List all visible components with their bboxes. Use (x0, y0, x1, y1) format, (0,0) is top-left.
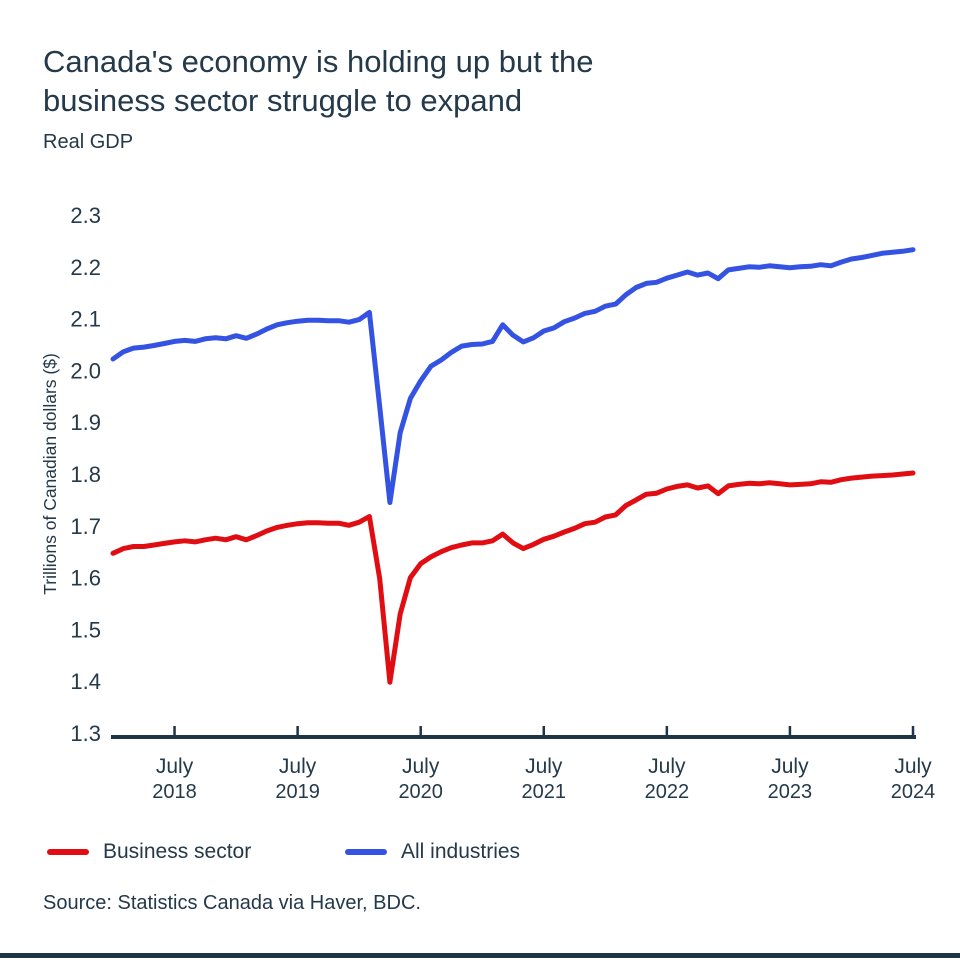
all-industries-line (110, 247, 916, 505)
y-axis-tick-label: 2.2 (70, 255, 101, 280)
business-sector-line (110, 470, 916, 685)
x-axis-month-label: July (771, 755, 809, 778)
x-axis-year-label: 2023 (768, 781, 813, 803)
page-title-line1: Canada's economy is holding up but the (43, 44, 594, 79)
y-axis-tick-label: 1.4 (70, 669, 101, 694)
x-axis-year-label: 2021 (522, 781, 567, 803)
y-axis-title: Trillions of Canadian dollars ($) (40, 353, 60, 595)
gdp-line-chart: 2.3 2.2 2.1 2.0 1.9 1.8 1.7 1.6 1.5 1.4 1.3 Trillio… (40, 203, 936, 803)
y-axis-tick-label: 1.6 (70, 566, 101, 591)
x-axis-year-label: 2018 (152, 781, 197, 803)
y-axis-tick-label: 2.0 (70, 358, 101, 383)
x-axis-year-label: 2024 (891, 781, 936, 803)
legend-item-all-industries: All industries (345, 838, 520, 866)
x-axis-month-label: July (402, 755, 440, 778)
x-axis-month-label: July (156, 755, 194, 778)
x-axis-month-label: July (279, 755, 317, 778)
page-title-line2: business sector struggle to expand (43, 83, 523, 118)
legend-item-business-sector: Business sector (47, 838, 251, 866)
x-axis-year-label: 2022 (645, 781, 690, 803)
y-axis-tick-label: 2.1 (70, 307, 101, 332)
business-sector-legend-label: Business sector (103, 840, 252, 863)
x-axis-year-label: 2019 (275, 781, 320, 803)
business-sector-legend-swatch (47, 849, 89, 855)
x-axis-month-label: July (525, 755, 563, 778)
x-axis-month-label: July (648, 755, 686, 778)
x-axis-month-label: July (894, 755, 932, 778)
footer-bar (0, 953, 960, 958)
x-axis-year-label: 2020 (398, 781, 443, 803)
y-axis-tick-label: 1.7 (70, 514, 101, 539)
y-axis-tick-label: 1.5 (70, 617, 101, 642)
page-title: Canada's economy is holding up but the bu… (43, 42, 594, 120)
chart-subtitle: Real GDP (43, 131, 134, 153)
all-industries-legend-swatch (345, 849, 387, 855)
chart-legend: Business sector All industries (0, 838, 960, 866)
y-axis-tick-label: 1.3 (70, 721, 101, 746)
all-industries-legend-label: All industries (401, 840, 521, 863)
source-note: Source: Statistics Canada via Haver, BDC… (43, 892, 421, 914)
y-axis-tick-label: 1.9 (70, 410, 101, 435)
y-axis-tick-label: 1.8 (70, 462, 101, 487)
y-axis-tick-label: 2.3 (70, 203, 101, 228)
